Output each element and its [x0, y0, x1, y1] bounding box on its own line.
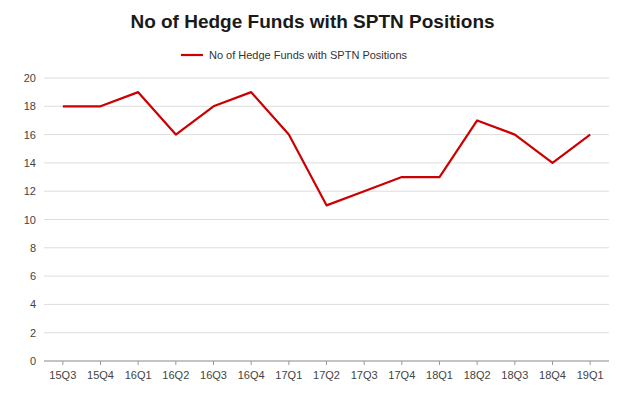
y-tick-label: 12	[24, 185, 36, 197]
chart-container: No of Hedge Funds with SPTN Positions 0 2 4…	[0, 0, 625, 395]
legend-swatch	[181, 54, 203, 56]
y-tick-label: 0	[30, 355, 36, 367]
title: No of Hedge Funds with SPTN Positions	[130, 11, 494, 32]
grid-line	[44, 78, 609, 79]
grid-line	[44, 332, 609, 333]
x-tick	[62, 361, 63, 365]
legend-label: No of Hedge Funds with SPTN Positions	[209, 49, 408, 61]
x-tick-label: 15Q3	[49, 369, 76, 381]
x-tick	[477, 361, 478, 365]
x-tick-label: 16Q2	[162, 369, 189, 381]
x-tick	[100, 361, 101, 365]
grid-line	[44, 162, 609, 163]
x-tick-label: 19Q1	[577, 369, 604, 381]
y-axis: 0 2 4 6 8 10 12 14 16 18 20	[24, 72, 609, 367]
x-tick-label: 18Q4	[539, 369, 566, 381]
x-tick-label: 16Q4	[238, 369, 265, 381]
chart: No of Hedge Funds with SPTN Positions 0 2 4…	[0, 0, 625, 395]
grid-line	[44, 134, 609, 135]
grid-line	[44, 219, 609, 220]
x-tick	[175, 361, 176, 365]
y-tick-label: 4	[30, 298, 36, 310]
plot-area	[63, 92, 590, 205]
grid-line	[44, 106, 609, 107]
x-tick-label: 18Q2	[464, 369, 491, 381]
x-tick	[514, 361, 515, 365]
x-tick-label: 15Q4	[87, 369, 114, 381]
y-tick-label: 8	[30, 242, 36, 254]
y-tick-label: 16	[24, 129, 36, 141]
y-tick-label: 10	[24, 214, 36, 226]
x-tick	[401, 361, 402, 365]
grid-line	[44, 304, 609, 305]
y-tick-label: 14	[24, 157, 36, 169]
x-tick-label: 18Q1	[426, 369, 453, 381]
y-tick-label: 6	[30, 270, 36, 282]
x-tick-label: 16Q3	[200, 369, 227, 381]
y-tick-label: 20	[24, 72, 36, 84]
grid-line	[44, 191, 609, 192]
x-tick	[364, 361, 365, 365]
y-tick-label: 18	[24, 100, 36, 112]
x-tick-label: 16Q1	[125, 369, 152, 381]
x-tick	[138, 361, 139, 365]
x-axis: 15Q3 15Q4 16Q1 16Q2 16Q3 16Q4 17Q1 17Q2 17Q3 17Q4…	[44, 361, 609, 381]
line	[63, 92, 590, 205]
x-tick	[590, 361, 591, 365]
x-tick-label: 18Q3	[501, 369, 528, 381]
grid-line	[44, 276, 609, 277]
x-tick-label: 17Q2	[313, 369, 340, 381]
x-tick-label: 17Q3	[351, 369, 378, 381]
x-tick-label: 17Q1	[275, 369, 302, 381]
x-tick	[251, 361, 252, 365]
grid-line	[44, 247, 609, 248]
x-tick	[213, 361, 214, 365]
x-tick-label: 17Q4	[388, 369, 415, 381]
x-tick	[439, 361, 440, 365]
x-tick	[326, 361, 327, 365]
y-tick-label: 2	[30, 327, 36, 339]
x-tick	[552, 361, 553, 365]
legend: No of Hedge Funds with SPTN Positions	[181, 49, 408, 61]
x-tick	[288, 361, 289, 365]
